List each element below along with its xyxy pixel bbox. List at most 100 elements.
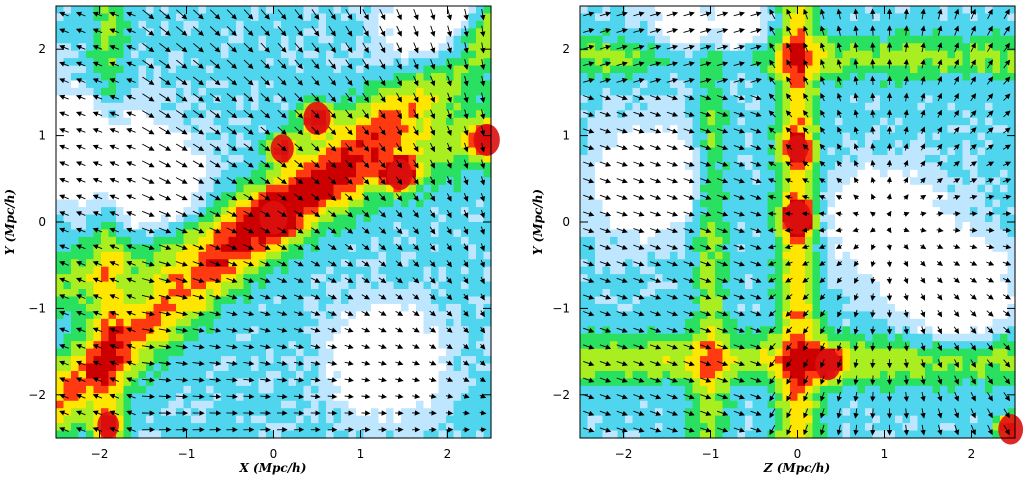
- density-cell: [71, 333, 80, 342]
- density-cell: [610, 281, 619, 290]
- density-cell: [371, 415, 380, 424]
- density-cell: [183, 341, 192, 350]
- density-cell: [101, 20, 110, 29]
- density-cell: [423, 296, 432, 305]
- density-cell: [303, 177, 312, 186]
- density-cell: [236, 95, 245, 104]
- density-cell: [453, 6, 462, 15]
- density-cell: [640, 311, 649, 320]
- density-cell: [483, 154, 492, 164]
- velocity-arrow: [311, 193, 321, 201]
- density-cell: [617, 222, 626, 231]
- density-cell: [617, 73, 626, 82]
- density-cell: [468, 326, 477, 335]
- density-cell: [71, 430, 80, 439]
- density-cell: [183, 296, 192, 305]
- density-cell: [153, 73, 162, 82]
- density-cell: [153, 356, 162, 365]
- density-cell: [662, 244, 671, 253]
- velocity-arrow: [192, 244, 205, 250]
- density-cell: [438, 43, 447, 52]
- density-cell: [101, 251, 110, 260]
- density-cell: [438, 73, 447, 82]
- density-cell: [326, 415, 335, 424]
- density-cell: [386, 6, 395, 15]
- density-cell: [393, 430, 402, 439]
- velocity-arrow: [75, 393, 86, 399]
- density-cell: [483, 370, 492, 380]
- density-cell: [647, 236, 656, 245]
- density-cell: [423, 236, 432, 245]
- density-cell: [685, 73, 694, 82]
- density-cell: [416, 259, 425, 268]
- velocity-arrow: [75, 28, 86, 34]
- density-cell: [625, 199, 634, 208]
- density-cell: [221, 423, 230, 432]
- density-cell: [221, 385, 230, 394]
- density-cell: [131, 87, 140, 96]
- density-cell: [326, 65, 335, 74]
- density-cell: [647, 370, 656, 380]
- density-cell: [63, 192, 72, 201]
- density-cell: [116, 13, 125, 22]
- density-cell: [348, 117, 357, 126]
- density-cell: [168, 214, 177, 223]
- density-cell: [161, 80, 170, 89]
- density-cell: [348, 43, 357, 52]
- density-cell: [213, 341, 222, 350]
- density-cell: [228, 408, 237, 417]
- density-cell: [116, 207, 125, 216]
- density-cell: [595, 13, 604, 22]
- velocity-arrow: [175, 193, 188, 201]
- density-cell: [461, 222, 470, 231]
- density-cell: [416, 50, 425, 59]
- density-cell: [191, 125, 200, 134]
- density-cell: [333, 274, 342, 283]
- density-cell: [640, 229, 649, 238]
- density-cell: [221, 50, 230, 59]
- density-cell: [191, 169, 200, 178]
- density-cell: [476, 378, 485, 387]
- density-cell: [251, 400, 260, 409]
- density-cell: [595, 222, 604, 231]
- density-cell: [281, 348, 290, 357]
- density-cell: [595, 50, 604, 59]
- density-cell: [311, 6, 320, 15]
- density-cell: [423, 207, 432, 216]
- velocity-arrow: [158, 143, 172, 151]
- density-cell: [176, 154, 185, 164]
- density-cell: [176, 162, 185, 171]
- density-cell: [423, 199, 432, 208]
- density-cell: [341, 311, 350, 320]
- density-cell: [273, 125, 282, 134]
- density-cell: [273, 50, 282, 59]
- density-cell: [213, 132, 222, 141]
- density-cell: [266, 87, 275, 96]
- density-cell: [161, 415, 170, 424]
- density-cell: [692, 296, 701, 305]
- density-cell: [476, 50, 485, 59]
- velocity-arrow: [260, 177, 271, 185]
- density-cell: [408, 311, 417, 320]
- density-cell: [273, 259, 282, 268]
- density-cell: [692, 274, 701, 283]
- density-cell: [662, 430, 671, 439]
- density-cell: [206, 28, 215, 37]
- density-cell: [71, 192, 80, 201]
- density-cell: [632, 296, 641, 305]
- density-cell: [131, 296, 140, 305]
- density-cell: [116, 244, 125, 253]
- density-cell: [363, 87, 372, 96]
- density-cell: [153, 393, 162, 402]
- density-cell: [146, 348, 155, 357]
- density-cell: [401, 222, 410, 231]
- density-cell: [56, 80, 65, 89]
- density-cell: [371, 28, 380, 37]
- density-cell: [296, 370, 305, 380]
- density-cell: [423, 117, 432, 126]
- density-cell: [632, 333, 641, 342]
- density-cell: [153, 50, 162, 59]
- density-cell: [56, 385, 65, 394]
- density-cell: [206, 333, 215, 342]
- density-cell: [685, 400, 694, 409]
